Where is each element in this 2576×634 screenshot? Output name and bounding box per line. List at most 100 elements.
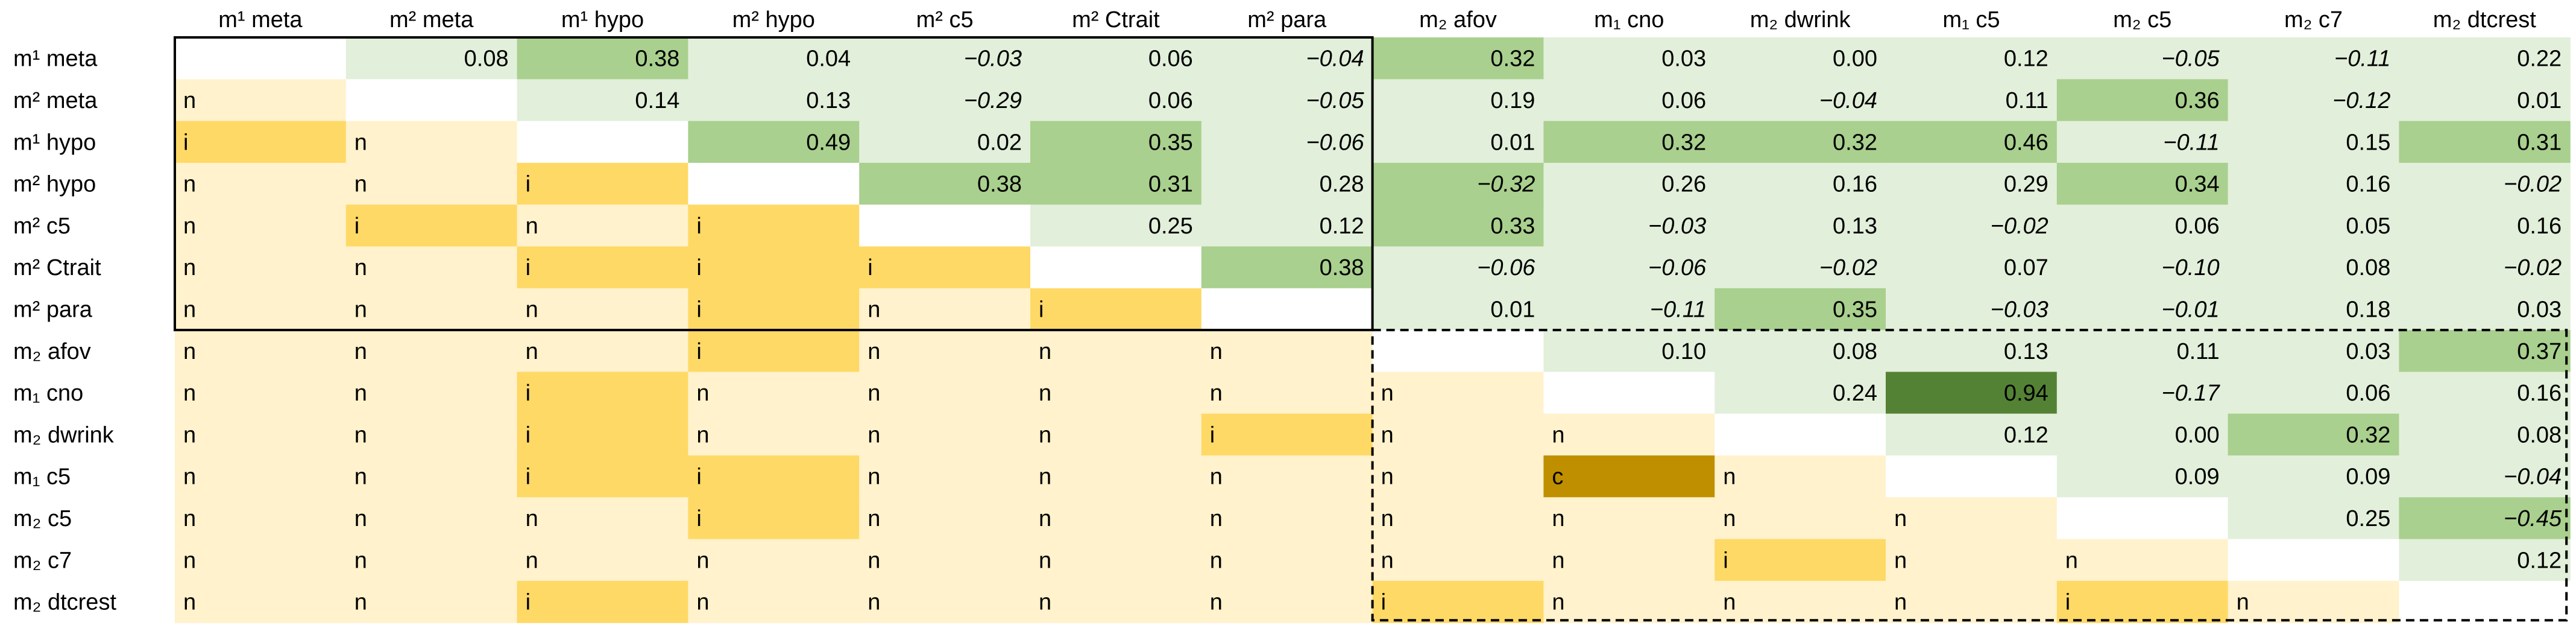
code-label: i: [526, 464, 531, 490]
cell-bg: [688, 37, 860, 80]
cell-bg: [2056, 413, 2229, 456]
cell-bg: [1372, 246, 1544, 289]
cell-bg: [1201, 79, 1373, 122]
code-label: n: [696, 548, 709, 573]
cell-bg: [175, 455, 347, 498]
column-header: m₂ dwrink: [1750, 7, 1851, 33]
cell-bg: [1886, 288, 2058, 331]
cell-bg: [345, 162, 518, 205]
cell-bg: [175, 162, 347, 205]
cell-bg: [1543, 37, 1715, 80]
code-label: i: [696, 506, 701, 531]
code-label: n: [1039, 464, 1051, 490]
cell-bg: [859, 37, 1031, 80]
cell-bg: [2228, 580, 2399, 623]
value-label: −0.03: [964, 46, 1022, 72]
code-label: n: [1039, 548, 1051, 573]
cell-bg: [1201, 37, 1373, 80]
code-label: i: [696, 297, 701, 322]
column-header: m² c5: [916, 7, 974, 33]
row-header: m₂ c5: [13, 506, 72, 531]
value-label: 0.28: [1320, 172, 1364, 197]
code-label: n: [868, 381, 880, 406]
value-label: 0.18: [2346, 297, 2390, 322]
value-label: 0.31: [2517, 130, 2562, 155]
value-label: 0.38: [977, 172, 1022, 197]
cell-bg: [2228, 204, 2399, 247]
cell-bg: [2399, 539, 2571, 582]
cell-bg: [2228, 539, 2399, 582]
cell-bg: [1030, 372, 1202, 414]
value-label: 0.15: [2346, 130, 2390, 155]
code-label: n: [183, 255, 196, 281]
cell-bg: [1715, 162, 1886, 205]
value-label: −0.02: [1819, 255, 1877, 281]
value-label: −0.29: [964, 88, 1022, 113]
cell-bg: [2399, 413, 2571, 456]
cell-bg: [1886, 246, 2058, 289]
cell-bg: [517, 246, 688, 289]
cell-bg: [1886, 580, 2058, 623]
cell-bg: [175, 246, 347, 289]
cell-bg: [2056, 204, 2229, 247]
column-header: m₂ dtcrest: [2433, 7, 2536, 33]
cell-bg: [2056, 539, 2229, 582]
value-label: 0.01: [1490, 130, 1535, 155]
dashed-block-outline: [1371, 329, 2568, 622]
cell-bg: [1030, 246, 1202, 289]
code-label: n: [1039, 339, 1051, 364]
row-header: m² para: [13, 297, 93, 322]
code-label: i: [696, 339, 701, 364]
value-label: −0.45: [2504, 506, 2562, 531]
cell-bg: [2056, 121, 2229, 163]
value-label: 0.33: [1490, 214, 1535, 239]
code-label: i: [868, 255, 872, 281]
cell-bg: [1030, 37, 1202, 80]
cell-bg: [1372, 79, 1544, 122]
cell-bg: [1886, 413, 2058, 456]
value-label: −0.11: [2334, 46, 2390, 72]
cell-bg: [1030, 580, 1202, 623]
cell-bg: [1201, 246, 1373, 289]
cell-bg: [345, 455, 518, 498]
cell-bg: [345, 204, 518, 247]
cell-bg: [175, 204, 347, 247]
code-label: i: [354, 214, 359, 239]
code-label: n: [354, 130, 367, 155]
cell-bg: [1201, 204, 1373, 247]
value-label: −0.10: [2161, 255, 2219, 281]
value-label: −0.04: [2504, 464, 2562, 490]
cell-bg: [1715, 79, 1886, 122]
cell-bg: [2056, 580, 2229, 623]
code-label: n: [526, 339, 538, 364]
cell-bg: [517, 121, 688, 163]
cell-bg: [2056, 372, 2229, 414]
cell-bg: [345, 413, 518, 456]
cell-bg: [175, 413, 347, 456]
code-label: n: [1552, 506, 1564, 531]
cell-bg: [1372, 37, 1544, 80]
value-label: 0.32: [1833, 130, 1877, 155]
code-label: n: [354, 422, 367, 448]
code-label: n: [1723, 590, 1736, 615]
column-header: m₂ c7: [2284, 7, 2343, 33]
cell-bg: [517, 372, 688, 414]
code-label: n: [1381, 381, 1394, 406]
cell-bg: [517, 330, 688, 372]
cell-bg: [1030, 79, 1202, 122]
cell-bg: [688, 580, 860, 623]
value-label: 0.11: [2006, 88, 2049, 113]
cell-bg: [859, 162, 1031, 205]
value-label: 0.01: [2517, 88, 2562, 113]
value-label: −0.06: [1648, 255, 1707, 281]
cell-bg: [1372, 580, 1544, 623]
value-label: 0.00: [1833, 46, 1877, 72]
cell-bg: [1715, 246, 1886, 289]
cell-bg: [1372, 413, 1544, 456]
value-label: 0.09: [2346, 464, 2390, 490]
cell-bg: [859, 288, 1031, 331]
code-label: n: [354, 339, 367, 364]
cell-bg: [2056, 497, 2229, 540]
value-label: −0.11: [2163, 130, 2219, 155]
